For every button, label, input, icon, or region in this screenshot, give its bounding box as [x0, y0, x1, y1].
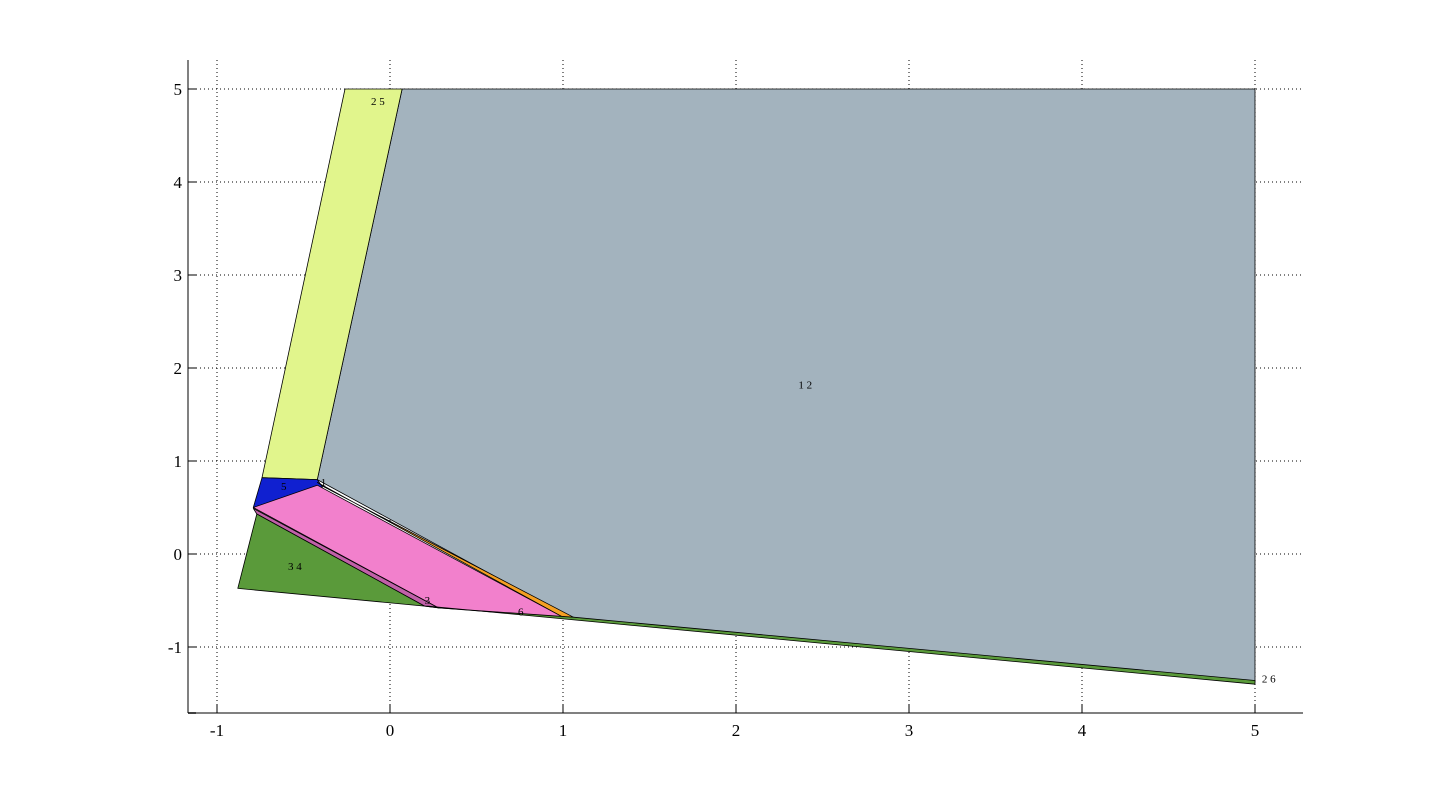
x-tick-label-6: 5 — [1251, 721, 1260, 740]
region-6 — [237, 513, 426, 607]
region-label-6: 3 4 — [288, 561, 302, 573]
y-tick-label-4: 3 — [174, 266, 183, 285]
region-7 — [424, 605, 1256, 685]
regions — [237, 88, 1256, 685]
x-tick-label-5: 4 — [1078, 721, 1087, 740]
annotation-0: 5 — [281, 481, 287, 493]
annotation-3: 6 — [518, 606, 524, 618]
region-label-0: 1 2 — [798, 379, 812, 391]
x-tick-label-1: 0 — [386, 721, 395, 740]
y-tick-label-6: 5 — [174, 80, 183, 99]
y-tick-label-2: 1 — [174, 452, 183, 471]
x-tick-label-3: 2 — [732, 721, 741, 740]
y-tick-label-0: -1 — [168, 638, 182, 657]
x-tick-label-0: -1 — [210, 721, 224, 740]
annotation-4: 2 6 — [1262, 673, 1276, 685]
region-2 — [252, 477, 323, 508]
annotation-1: 1 — [321, 477, 327, 489]
y-tick-label-3: 2 — [174, 359, 183, 378]
labels: 1 2 2 5 3 4 5 1 3 6 2 6 — [281, 96, 1276, 686]
axes: -1 0 1 2 3 4 5 -1 0 1 2 3 4 5 — [168, 60, 1303, 740]
y-tick-label-5: 4 — [174, 173, 183, 192]
y-tick-label-1: 0 — [174, 545, 183, 564]
x-tick-label-4: 3 — [905, 721, 914, 740]
x-tick-label-2: 1 — [559, 721, 568, 740]
region-label-1: 2 5 — [371, 96, 385, 108]
annotation-2: 3 — [425, 595, 431, 607]
